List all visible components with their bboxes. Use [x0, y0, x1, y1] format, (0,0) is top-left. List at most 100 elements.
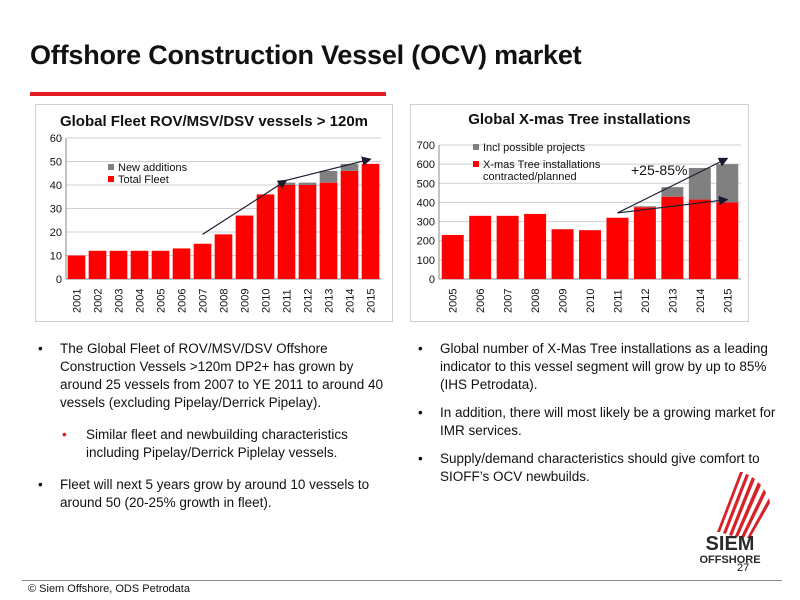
xmas-tree-chart: Global X-mas Tree installations 0 100 200 3…: [410, 104, 749, 322]
bar-primary: [130, 250, 149, 279]
x-tick-label: 2012: [640, 289, 652, 313]
fleet-chart: Global Fleet ROV/MSV/DSV vessels > 120m …: [35, 104, 393, 322]
y-tick-label: 50: [50, 157, 62, 169]
bullet-text: Global number of X-Mas Tree installation…: [440, 341, 768, 392]
trend-arrow: [202, 179, 288, 235]
y-tick-label: 200: [417, 236, 435, 248]
sail-mark-icon: [717, 472, 770, 538]
y-tick-label: 0: [56, 274, 62, 286]
bullet-text: Fleet will next 5 years grow by around 1…: [60, 477, 370, 510]
x-tick-label: 2002: [93, 289, 105, 313]
trend-arrow: [617, 157, 729, 214]
logo-wordmark: SIEM: [706, 533, 755, 555]
y-tick-label: 400: [417, 197, 435, 209]
legend-label: Incl possible projects: [483, 142, 586, 154]
y-tick-label: 700: [417, 140, 435, 152]
bar-primary: [151, 250, 170, 279]
x-tick-label: 2012: [303, 289, 315, 313]
bullet-text: Supply/demand characteristics should giv…: [440, 451, 760, 484]
y-tick-label: 600: [417, 159, 435, 171]
x-tick-label: 2007: [198, 289, 210, 313]
legend-line: X-mas Tree installations: [483, 159, 601, 171]
bullet-item: • Supply/demand characteristics should gi…: [418, 450, 778, 486]
bullet-dot-icon: •: [38, 477, 43, 492]
x-tick-label: 2004: [135, 289, 147, 313]
x-tick-label: 2003: [114, 289, 126, 313]
sub-bullet-item: • Similar fleet and newbuilding character…: [38, 426, 388, 462]
bar-secondary: [298, 182, 317, 185]
bar-primary: [319, 182, 338, 279]
y-tick-label: 100: [417, 255, 435, 267]
legend-swatch: [473, 144, 479, 150]
bullet-dot-icon: •: [418, 451, 423, 466]
legend-line: contracted/planned: [483, 171, 577, 183]
legend-label: Total Fleet: [118, 174, 169, 186]
y-tick-label: 300: [417, 217, 435, 229]
x-tick-label: 2014: [695, 289, 707, 313]
x-tick-label: 2005: [156, 289, 168, 313]
bar-primary: [235, 215, 254, 279]
x-tick-label: 2006: [475, 289, 487, 313]
logo-subword: OFFSHORE: [699, 554, 760, 566]
x-tick-label: 2010: [261, 289, 273, 313]
bar-secondary: [319, 170, 338, 183]
bar-primary: [441, 234, 464, 279]
right-bullet-list: • Global number of X-Mas Tree installatio…: [418, 340, 778, 496]
bullet-dot-icon: •: [62, 427, 67, 442]
bullet-item: • Global number of X-Mas Tree installatio…: [418, 340, 778, 394]
x-tick-label: 2009: [558, 289, 570, 313]
legend-label: New additions: [118, 162, 188, 174]
bullet-item: • Fleet will next 5 years grow by around …: [38, 476, 388, 512]
x-tick-label: 2005: [448, 289, 460, 313]
y-tick-label: 10: [50, 251, 62, 263]
bar-primary: [340, 170, 359, 279]
bullet-text: Similar fleet and newbuilding characteri…: [86, 427, 348, 460]
page-number: 27: [737, 562, 750, 574]
y-tick-label: 30: [50, 204, 62, 216]
y-tick-label: 500: [417, 178, 435, 190]
title-underline: [30, 92, 386, 96]
bar-primary: [688, 199, 711, 279]
bar-primary: [469, 215, 492, 279]
x-tick-label: 2008: [530, 289, 542, 313]
x-tick-label: 2008: [219, 289, 231, 313]
bar-primary: [661, 196, 684, 279]
x-tick-label: 2013: [324, 289, 336, 313]
y-tick-label: 60: [50, 133, 62, 145]
bullet-text: The Global Fleet of ROV/MSV/DSV Offshore…: [60, 341, 383, 410]
x-tick-label: 2015: [722, 289, 734, 313]
x-tick-label: 2006: [177, 289, 189, 313]
trend-arrow: [286, 156, 372, 181]
bar-primary: [172, 248, 191, 279]
bar-primary: [551, 229, 574, 279]
bullet-dot-icon: •: [38, 341, 43, 356]
bar-secondary: [688, 167, 711, 200]
bar-secondary: [716, 164, 739, 203]
x-tick-label: 2001: [72, 289, 84, 313]
chart-title: Global Fleet ROV/MSV/DSV vessels > 120m: [59, 113, 369, 130]
x-tick-label: 2015: [366, 289, 378, 313]
legend-swatch: [473, 161, 479, 167]
x-tick-label: 2013: [667, 289, 679, 313]
bar-primary: [524, 213, 547, 279]
bar-primary: [256, 194, 275, 279]
bar-primary: [579, 230, 601, 279]
bar-primary: [88, 250, 107, 279]
slide-title: Offshore Construction Vessel (OCV) marke…: [30, 40, 582, 70]
x-tick-label: 2009: [240, 289, 252, 313]
x-tick-label: 2014: [345, 289, 357, 313]
footer-divider: [22, 580, 782, 581]
bar-secondary: [661, 187, 684, 197]
bar-primary: [716, 202, 739, 279]
bar-secondary: [340, 163, 359, 171]
bar-primary: [496, 215, 519, 279]
bullet-text: In addition, there will most likely be a…: [440, 405, 776, 438]
y-tick-label: 40: [50, 180, 62, 192]
footer-source: © Siem Offshore, ODS Petrodata: [28, 583, 190, 595]
x-tick-label: 2011: [612, 289, 624, 313]
bar-primary: [361, 163, 380, 279]
left-bullet-list: • The Global Fleet of ROV/MSV/DSV Offshor…: [38, 340, 388, 522]
bar-primary: [277, 185, 296, 279]
bar-primary: [214, 234, 233, 279]
bullet-dot-icon: •: [418, 405, 423, 420]
